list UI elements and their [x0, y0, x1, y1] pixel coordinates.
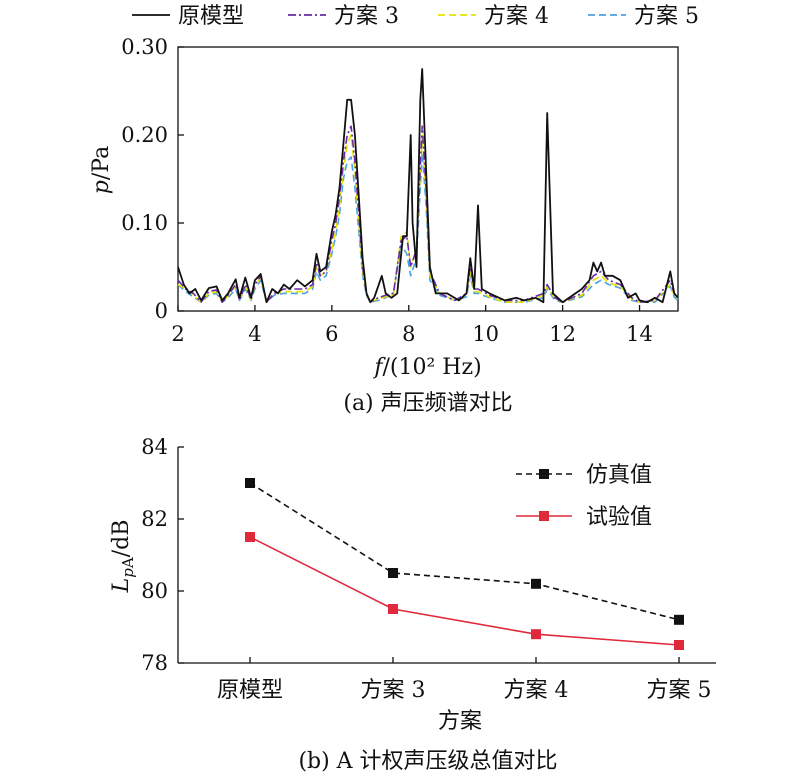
- y-tick-label: 0.30: [121, 35, 168, 59]
- legend-label-0: 原模型: [178, 4, 244, 29]
- legend-label-1: 方案 3: [334, 4, 399, 29]
- spectrum-y-axis-label: p/Pa: [89, 146, 114, 194]
- legend-marker: [539, 511, 549, 521]
- x-tick-label: 10: [472, 322, 499, 346]
- spl-y-axis-label: LpA/dB: [109, 520, 137, 594]
- x-category-label: 方案 3: [361, 678, 426, 703]
- y-tick-label: 78: [141, 651, 168, 675]
- legend-label-1: 试验值: [586, 505, 652, 530]
- spectrum-series: [177, 68, 679, 304]
- spl-marker: [245, 532, 255, 542]
- spectrum-plot-frame: [177, 46, 679, 312]
- y-tick-label: 0: [155, 299, 168, 323]
- spectrum-legend: 原模型 方案 3 方案 4 方案 5: [132, 4, 699, 29]
- spectrum-chart: 原模型 方案 3 方案 4 方案 5 00.100.200.302 4 6 8 10 12 14 …: [89, 4, 699, 416]
- x-tick-label: 2: [171, 322, 184, 346]
- y-tick-label: 84: [141, 435, 168, 459]
- y-tick-label: 0.10: [121, 211, 168, 235]
- spectrum-caption: (a) 声压频谱对比: [343, 391, 512, 416]
- spl-marker: [531, 578, 541, 589]
- spl-marker: [388, 568, 398, 578]
- legend-label-2: 方案 4: [484, 4, 549, 29]
- legend-marker: [539, 469, 549, 479]
- x-category-label: 原模型: [217, 678, 283, 703]
- legend-label-0: 仿真值: [586, 463, 652, 488]
- y-tick-label: 0.20: [121, 123, 168, 147]
- x-tick-label: 6: [325, 322, 338, 346]
- spl-caption: (b) A 计权声压级总值对比: [298, 749, 557, 774]
- y-tick-label: 82: [141, 507, 168, 531]
- series-line-0: [177, 68, 679, 304]
- spl-marker: [388, 604, 398, 614]
- spl-marker: [531, 629, 541, 640]
- spectrum-x-axis-label: f/(10² Hz): [372, 355, 481, 380]
- spl-axes: 78 80 82 84 原模型 方案 3 方案 4 方案 5: [141, 435, 716, 703]
- spl-marker: [245, 478, 255, 488]
- spl-series: [245, 478, 684, 650]
- spl-series-line-1: [249, 536, 680, 646]
- x-tick-label: 12: [549, 322, 576, 346]
- x-tick-label: 8: [402, 322, 415, 346]
- x-category-label: 方案 5: [647, 678, 712, 703]
- spectrum-axes: 0 0.10 0.20 0.30 2 4 6 8 10 12 14: [121, 35, 679, 346]
- y-tick-label: 80: [141, 579, 168, 603]
- legend-label-3: 方案 5: [634, 4, 699, 29]
- spl-series-line-0: [249, 482, 680, 621]
- spl-marker: [674, 640, 684, 650]
- x-category-label: 方案 4: [504, 678, 569, 703]
- x-tick-label: 14: [626, 322, 653, 346]
- x-tick-label: 4: [248, 322, 261, 346]
- spl-x-axis-label: 方案: [438, 709, 482, 734]
- spl-marker: [674, 614, 684, 625]
